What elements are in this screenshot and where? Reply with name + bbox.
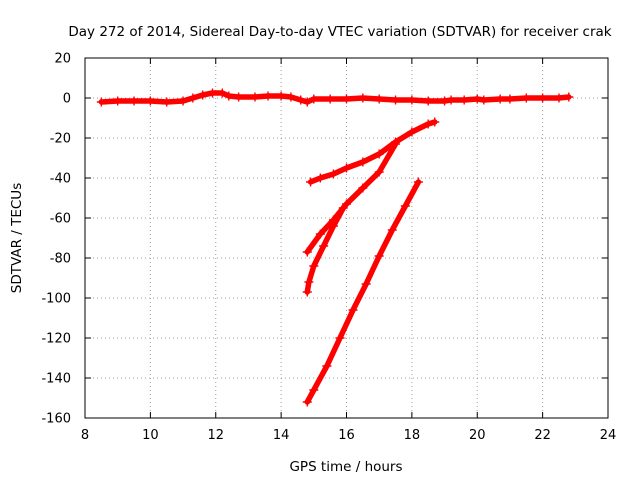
data-point: [145, 96, 155, 106]
data-point: [564, 92, 574, 102]
series-trace: [98, 90, 572, 105]
data-point: [302, 247, 312, 257]
y-tick-label: -120: [41, 332, 71, 347]
data-point: [374, 251, 384, 261]
x-tick-label: 24: [600, 428, 617, 443]
y-tick-label: 20: [54, 52, 71, 67]
data-point: [342, 94, 351, 104]
y-tick-label: -160: [41, 412, 71, 427]
y-tick-label: -140: [41, 372, 71, 387]
data-point: [113, 96, 123, 106]
data-point: [304, 277, 314, 287]
chart-title: Day 272 of 2014, Sidereal Day-to-day VTE…: [68, 24, 611, 40]
data-point: [302, 287, 312, 297]
data-point: [358, 157, 368, 167]
data-point: [459, 95, 469, 105]
data-point: [296, 95, 306, 105]
x-axis-label: GPS time / hours: [289, 459, 402, 475]
data-point: [306, 177, 316, 187]
data-point: [250, 92, 260, 102]
data-point: [325, 94, 335, 104]
x-tick-label: 14: [273, 428, 290, 443]
x-tick-label: 8: [81, 428, 89, 443]
data-point: [207, 88, 217, 98]
data-point: [319, 241, 329, 251]
y-tick-label: 0: [63, 92, 71, 107]
data-point: [276, 91, 286, 101]
y-tick-label: -20: [50, 132, 71, 147]
data-point: [374, 94, 384, 104]
data-point: [234, 92, 244, 102]
data-point: [302, 97, 312, 107]
data-point: [479, 95, 489, 105]
data-point: [430, 117, 440, 127]
data-point: [309, 261, 319, 271]
data-point: [348, 305, 358, 315]
x-tick-label: 16: [338, 428, 355, 443]
grid-lines: [85, 58, 608, 418]
data-point: [302, 397, 312, 407]
data-point: [188, 93, 198, 103]
data-point: [361, 279, 371, 289]
data-point: [554, 93, 564, 103]
data-point: [446, 95, 456, 105]
x-tick-label: 18: [404, 428, 421, 443]
data-point: [387, 225, 397, 235]
data-point: [413, 177, 423, 187]
x-tick-label: 12: [207, 428, 224, 443]
y-tick-label: -100: [41, 292, 71, 307]
data-point: [423, 96, 433, 106]
data-point: [407, 127, 417, 137]
data-point: [263, 91, 273, 101]
data-point: [407, 95, 417, 105]
y-tick-label: -60: [50, 212, 71, 227]
data-point: [224, 91, 234, 101]
series-trace: [304, 205, 346, 295]
data-point: [309, 385, 319, 395]
y-tick-label: -80: [50, 252, 71, 267]
x-tick-label: 10: [142, 428, 159, 443]
data-point: [400, 201, 410, 211]
data-point: [358, 93, 368, 103]
data-point: [322, 361, 332, 371]
data-point: [335, 333, 345, 343]
data-point: [440, 96, 450, 106]
data-point: [538, 93, 548, 103]
data-point: [358, 183, 368, 193]
data-point: [472, 94, 482, 104]
series-trace: [307, 119, 438, 185]
data-point: [178, 96, 188, 106]
data-point: [505, 94, 515, 104]
data-point: [96, 97, 106, 107]
data-point: [286, 92, 296, 102]
data-point: [342, 163, 351, 173]
data-point: [309, 94, 319, 104]
data-point: [129, 96, 139, 106]
data-point: [374, 149, 384, 159]
data-point: [521, 93, 531, 103]
series-trace: [304, 179, 422, 405]
data-point: [198, 90, 208, 100]
y-axis-label: SDTVAR / TECUs: [9, 183, 25, 293]
data-point: [423, 119, 433, 129]
data-point: [495, 94, 505, 104]
data-point: [162, 97, 172, 107]
data-point: [315, 173, 325, 183]
data-point: [328, 221, 338, 231]
y-tick-label: -40: [50, 172, 71, 187]
axis-ticks: 8 10 12 14 16 18 20 22 24 -160 -140 -120 -100 -80 -60 -…: [41, 52, 616, 444]
data-point: [315, 229, 325, 239]
data-points: [96, 88, 574, 407]
data-point: [217, 88, 227, 98]
x-tick-label: 20: [469, 428, 486, 443]
data-point: [328, 169, 338, 179]
x-tick-label: 22: [534, 428, 551, 443]
data-point: [391, 95, 401, 105]
data-point: [391, 139, 401, 149]
data-point: [338, 203, 348, 213]
data-point: [374, 167, 384, 177]
